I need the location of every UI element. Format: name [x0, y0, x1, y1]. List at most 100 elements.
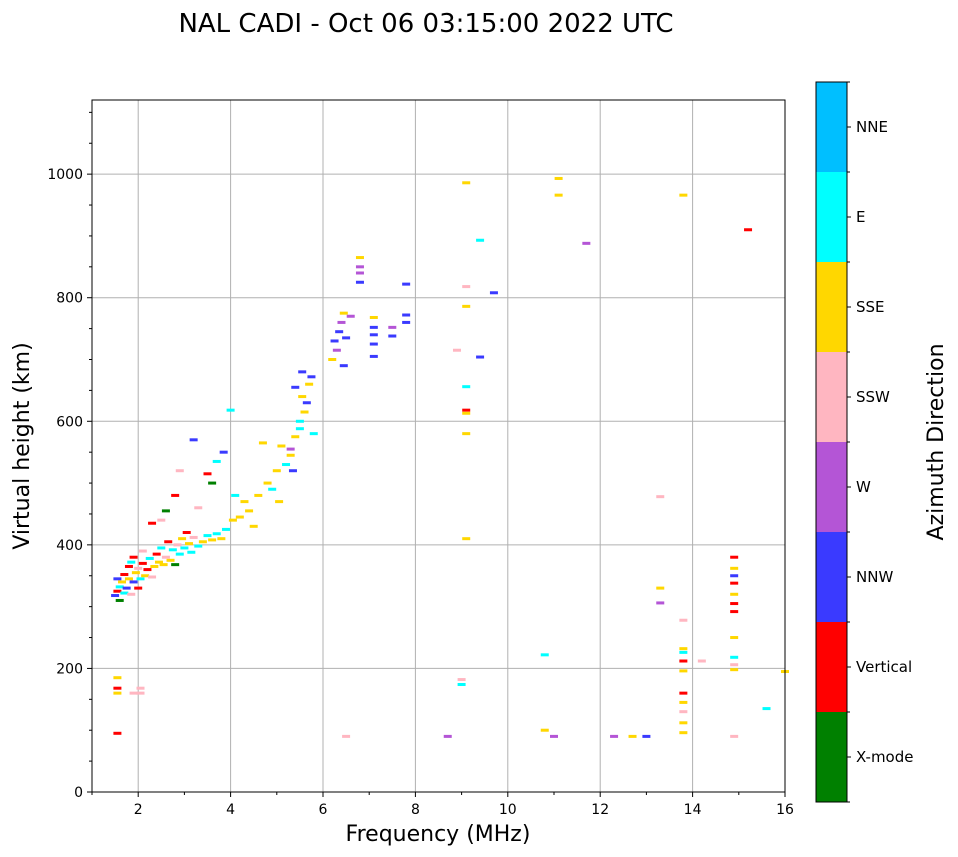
- colorbar-category-label: SSE: [856, 298, 885, 316]
- data-point: [171, 563, 180, 567]
- data-point: [642, 734, 651, 738]
- data-point: [124, 577, 133, 581]
- data-point: [171, 493, 180, 497]
- data-point: [476, 238, 485, 242]
- data-point: [240, 500, 249, 504]
- data-point: [122, 586, 131, 590]
- chart-title: NAL CADI - Oct 06 03:15:00 2022 UTC: [178, 9, 673, 39]
- grid-lines: [92, 100, 786, 792]
- x-tick-label: 14: [684, 802, 702, 818]
- data-point: [272, 469, 281, 473]
- data-point: [258, 441, 267, 445]
- data-point: [305, 382, 314, 386]
- data-point: [355, 271, 364, 275]
- colorbar-segment: [816, 442, 847, 532]
- data-point: [330, 339, 339, 343]
- data-point: [462, 181, 471, 185]
- data-point: [300, 410, 309, 414]
- data-point: [136, 577, 145, 581]
- x-tick-label: 16: [776, 802, 794, 818]
- data-point: [369, 325, 378, 329]
- y-axis-label: Virtual height (km): [10, 342, 35, 549]
- data-point: [148, 521, 157, 525]
- data-point: [462, 304, 471, 308]
- y-tick-label: 800: [56, 291, 83, 307]
- data-point: [402, 282, 411, 286]
- data-point: [369, 315, 378, 319]
- data-point: [679, 669, 688, 673]
- x-tick-label: 2: [134, 802, 143, 818]
- data-point: [291, 385, 300, 389]
- data-point: [286, 453, 295, 457]
- data-point: [141, 574, 150, 578]
- data-point: [462, 385, 471, 389]
- data-point: [582, 241, 591, 245]
- colorbar-category-label: SSW: [856, 388, 890, 406]
- data-point: [730, 734, 739, 738]
- data-point: [388, 334, 397, 338]
- y-tick-label: 400: [56, 538, 83, 554]
- data-point: [168, 548, 177, 552]
- colorbar-category-label: W: [856, 478, 871, 496]
- data-point: [656, 601, 665, 605]
- y-tick-label: 1000: [47, 167, 83, 183]
- data-point: [679, 193, 688, 197]
- data-point: [679, 710, 688, 714]
- data-point: [226, 408, 235, 412]
- data-point: [275, 500, 284, 504]
- x-tick-label: 6: [319, 802, 328, 818]
- x-tick-label: 10: [499, 802, 517, 818]
- data-point: [113, 577, 122, 581]
- data-point: [339, 311, 348, 315]
- data-point: [730, 636, 739, 640]
- colorbar-segment: [816, 262, 847, 352]
- data-point: [355, 280, 364, 284]
- data-point: [136, 686, 145, 690]
- data-point: [111, 594, 120, 598]
- data-point: [342, 336, 351, 340]
- data-point: [159, 563, 168, 567]
- data-point: [166, 558, 175, 562]
- data-point: [157, 518, 166, 522]
- plot-frame: [91, 99, 786, 793]
- data-point: [217, 537, 226, 541]
- data-point: [291, 435, 300, 439]
- data-point: [113, 731, 122, 735]
- data-point: [173, 543, 182, 547]
- data-point: [730, 610, 739, 614]
- data-point: [113, 691, 122, 695]
- data-point: [120, 591, 129, 595]
- data-point: [679, 618, 688, 622]
- data-point: [355, 256, 364, 260]
- data-point: [277, 444, 286, 448]
- data-point: [138, 549, 147, 553]
- data-point: [286, 447, 295, 451]
- data-point: [212, 532, 221, 536]
- data-point: [150, 564, 159, 568]
- data-point: [164, 540, 173, 544]
- data-point: [679, 721, 688, 725]
- data-point: [402, 313, 411, 317]
- data-point: [208, 481, 217, 485]
- data-point: [288, 469, 297, 473]
- data-point: [540, 653, 549, 657]
- data-point: [762, 707, 771, 711]
- data-point: [462, 285, 471, 289]
- data-point: [457, 678, 466, 682]
- data-point: [203, 472, 212, 476]
- data-point: [462, 537, 471, 541]
- data-point: [298, 395, 307, 399]
- y-tick-label: 600: [56, 414, 83, 430]
- plot-area: [92, 100, 785, 792]
- data-point: [697, 659, 706, 663]
- data-point: [388, 325, 397, 329]
- colorbar: X-mode Vertical NNW W SSW SSE E NNE: [815, 81, 913, 803]
- data-point: [656, 586, 665, 590]
- y-tick-label: 0: [74, 785, 83, 801]
- colorbar-category-label: NNW: [856, 568, 893, 586]
- data-point: [136, 691, 145, 695]
- data-point: [339, 364, 348, 368]
- data-point: [628, 734, 637, 738]
- colorbar-frame: [815, 81, 848, 803]
